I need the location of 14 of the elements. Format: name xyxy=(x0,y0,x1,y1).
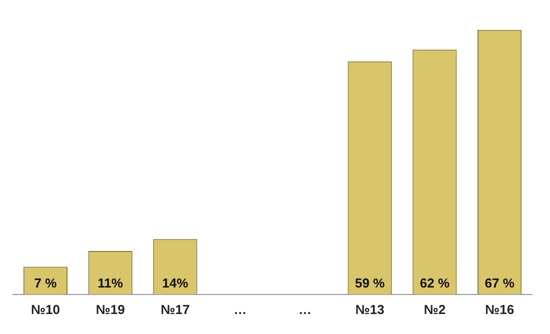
x-tick-label: … xyxy=(298,302,312,317)
x-tick-label: №19 xyxy=(96,302,125,317)
data-label: 11% xyxy=(98,275,124,290)
x-tick-label: №13 xyxy=(355,302,384,317)
data-label: 62 % xyxy=(420,275,450,290)
x-tick-label: №16 xyxy=(485,302,514,317)
data-label: 7 % xyxy=(34,275,58,290)
data-label: 14% xyxy=(162,275,189,290)
data-label: 67 % xyxy=(484,275,515,290)
x-tick-label: №2 xyxy=(424,302,446,317)
x-tick-label: … xyxy=(234,302,247,317)
x-tick-label: №10 xyxy=(30,302,60,317)
data-label: 59 % xyxy=(354,275,386,290)
x-tick-label: №17 xyxy=(160,302,190,317)
